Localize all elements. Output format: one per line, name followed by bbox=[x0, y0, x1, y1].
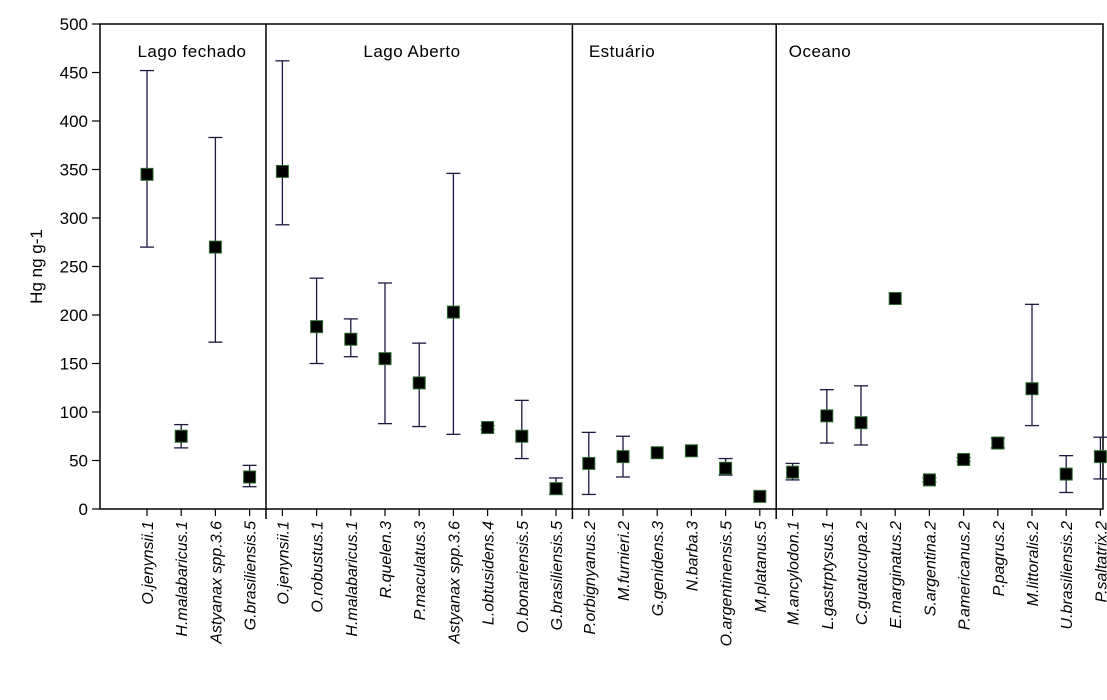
data-point bbox=[446, 305, 460, 319]
data-point bbox=[140, 167, 154, 181]
y-axis-title: Hg ng g-1 bbox=[27, 229, 46, 304]
x-tick-label: P.saltatrix.2 bbox=[1093, 521, 1107, 603]
group-header-label: Oceano bbox=[789, 42, 852, 61]
x-tick-label: H.malabaricus.1 bbox=[174, 521, 191, 637]
x-tick-label: Astyanax spp.3.6 bbox=[446, 521, 463, 645]
data-point bbox=[515, 429, 529, 443]
y-tick-label: 500 bbox=[60, 15, 88, 34]
data-point bbox=[1093, 450, 1107, 464]
x-tick-label: E.marginatus.2 bbox=[888, 521, 905, 629]
x-tick-label: N.barba.3 bbox=[684, 521, 701, 591]
data-point bbox=[208, 240, 222, 254]
data-point bbox=[275, 164, 289, 178]
y-tick-label: 100 bbox=[60, 403, 88, 422]
x-tick-label: G.brasiliensis.5 bbox=[243, 521, 260, 630]
x-tick-label: M.littoralis.2 bbox=[1025, 521, 1042, 606]
x-tick-label: U.brasiliensis.2 bbox=[1059, 521, 1076, 630]
x-tick-label: L.obtusidens.4 bbox=[481, 521, 498, 625]
data-point bbox=[991, 436, 1005, 450]
data-point bbox=[1059, 467, 1073, 481]
data-point bbox=[650, 446, 664, 460]
data-point bbox=[582, 456, 596, 470]
data-point bbox=[786, 465, 800, 479]
data-point bbox=[957, 453, 971, 467]
data-point bbox=[854, 416, 868, 430]
data-point bbox=[820, 409, 834, 423]
x-tick-label: P.pagrus.2 bbox=[991, 521, 1008, 596]
data-point bbox=[1025, 382, 1039, 396]
x-tick-label: P.orbignyanus.2 bbox=[582, 521, 599, 635]
x-tick-label: Astyanax spp.3.6 bbox=[208, 521, 225, 645]
group-header-label: Lago Aberto bbox=[363, 42, 460, 61]
x-tick-label: R.quelen.3 bbox=[378, 521, 395, 598]
data-point bbox=[922, 473, 936, 487]
x-tick-label: O.jenynsii.1 bbox=[140, 521, 157, 605]
data-point bbox=[616, 450, 630, 464]
y-tick-label: 450 bbox=[60, 64, 88, 83]
y-tick-label: 0 bbox=[79, 500, 88, 519]
data-point bbox=[888, 292, 902, 306]
x-tick-label: O.argentinensis.5 bbox=[719, 521, 736, 647]
x-tick-label: G.brasiliensis.5 bbox=[549, 521, 566, 630]
x-tick-label: P.maculatus.3 bbox=[412, 521, 429, 620]
x-tick-label: G.genidens.3 bbox=[650, 521, 667, 616]
x-tick-label: C.guatucupa.2 bbox=[854, 521, 871, 625]
x-tick-label: M.furnieri.2 bbox=[616, 521, 633, 601]
y-tick-label: 50 bbox=[69, 452, 88, 471]
data-point bbox=[684, 444, 698, 458]
data-point bbox=[549, 482, 563, 496]
x-tick-label: M.platanus.5 bbox=[753, 521, 770, 613]
y-tick-label: 250 bbox=[60, 258, 88, 277]
y-tick-label: 150 bbox=[60, 355, 88, 374]
data-point bbox=[412, 376, 426, 390]
data-point bbox=[481, 421, 495, 435]
x-tick-label: S.argentina.2 bbox=[922, 521, 939, 616]
data-point bbox=[310, 320, 324, 334]
group-header-label: Lago fechado bbox=[137, 42, 246, 61]
plot-frame bbox=[99, 23, 1104, 510]
data-point bbox=[243, 470, 257, 484]
x-tick-label: L.gastrptysus.1 bbox=[820, 521, 837, 630]
y-tick-label: 300 bbox=[60, 209, 88, 228]
x-tick-label: O.jenynsii.1 bbox=[275, 521, 292, 605]
data-point bbox=[344, 332, 358, 346]
x-tick-label: O.robustus.1 bbox=[310, 521, 327, 613]
data-point bbox=[719, 461, 733, 475]
x-tick-label: O.bonariensis.5 bbox=[515, 521, 532, 633]
x-tick-label: H.malabaricus.1 bbox=[344, 521, 361, 637]
data-point bbox=[174, 429, 188, 443]
group-header-label: Estuário bbox=[589, 42, 655, 61]
data-point bbox=[753, 489, 767, 503]
y-tick-label: 350 bbox=[60, 161, 88, 180]
x-tick-label: M.ancylodon.1 bbox=[786, 521, 803, 625]
y-tick-label: 400 bbox=[60, 112, 88, 131]
x-tick-label: P.americanus.2 bbox=[957, 521, 974, 630]
y-tick-label: 200 bbox=[60, 306, 88, 325]
data-point bbox=[378, 352, 392, 366]
